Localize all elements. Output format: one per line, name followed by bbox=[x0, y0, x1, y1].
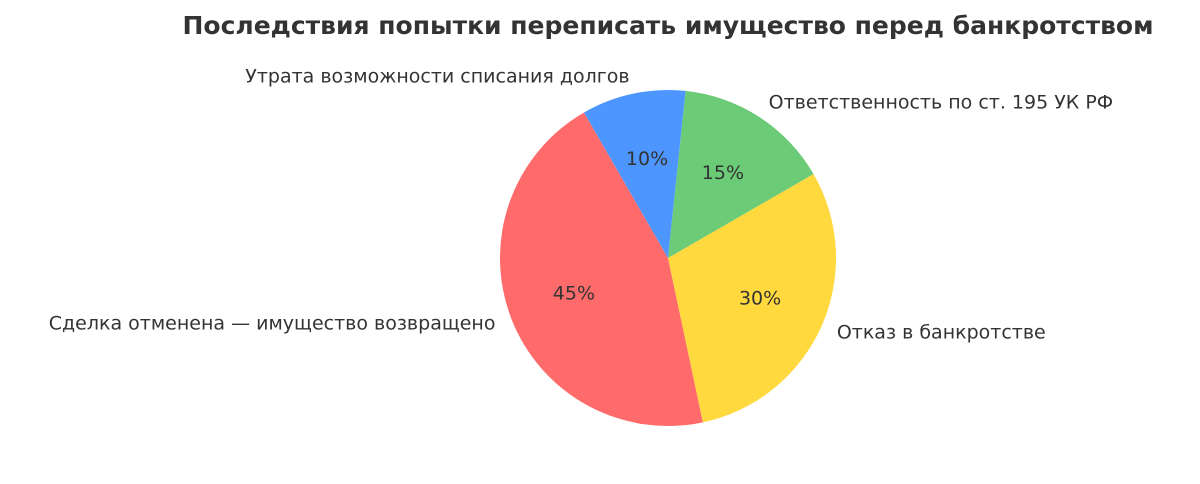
slice-label: Утрата возможности списания долгов bbox=[245, 66, 629, 88]
value-label: 30% bbox=[739, 287, 781, 309]
pie-slice bbox=[584, 90, 686, 258]
value-label: 45% bbox=[553, 283, 595, 305]
pie-slice bbox=[668, 174, 836, 423]
slice-label: Сделка отменена — имущество возвращено bbox=[49, 313, 496, 335]
slice-label: Отказ в банкротстве bbox=[837, 322, 1046, 344]
pie-slice bbox=[500, 112, 703, 427]
value-label: 15% bbox=[702, 162, 744, 184]
value-label: 10% bbox=[626, 148, 668, 170]
slice-label: Ответственность по ст. 195 УК РФ bbox=[769, 92, 1114, 114]
chart-title: Последствия попытки переписать имущество… bbox=[182, 11, 1153, 40]
pie-slice bbox=[668, 90, 814, 258]
